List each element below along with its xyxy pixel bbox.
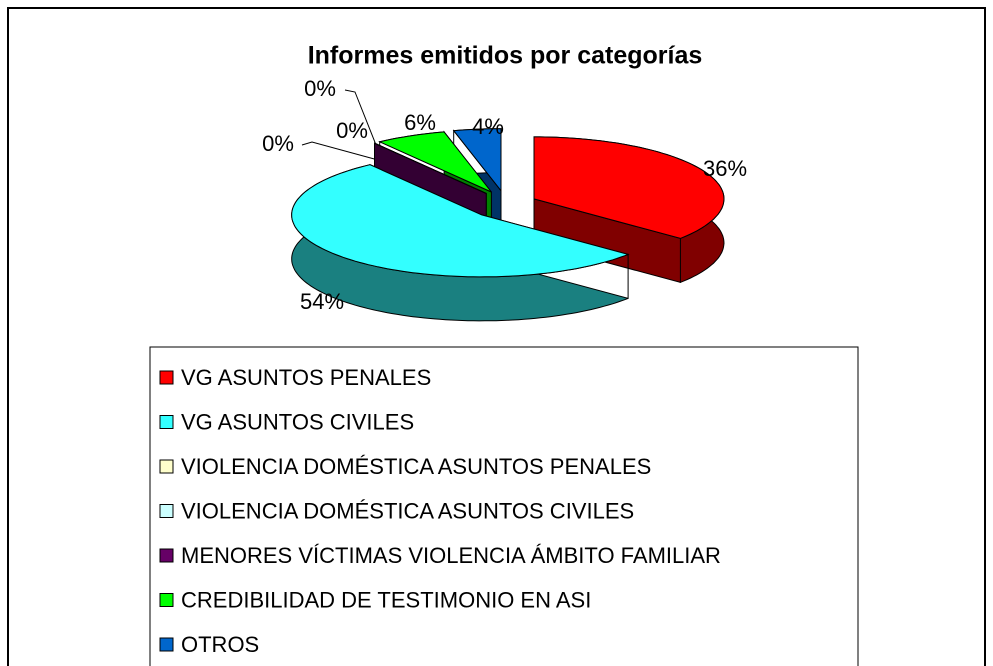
legend-label: VIOLENCIA DOMÉSTICA ASUNTOS CIVILES: [181, 498, 634, 523]
data-label: 0%: [304, 76, 336, 101]
data-label: 54%: [300, 289, 344, 314]
legend-label: MENORES VÍCTIMAS VIOLENCIA ÁMBITO FAMILI…: [181, 543, 721, 568]
legend-label: OTROS: [181, 632, 259, 657]
slice-top: [374, 142, 487, 194]
leader-line: [301, 141, 379, 161]
data-label: 6%: [404, 110, 436, 135]
legend-box: [149, 346, 859, 666]
legend-swatch: [159, 637, 174, 652]
slice-top: [291, 164, 630, 278]
chart-title: Informes emitidos por categorías: [308, 42, 703, 70]
data-label: 0%: [262, 131, 294, 156]
legend-swatch: [159, 504, 174, 518]
data-label: 4%: [472, 114, 504, 139]
legend-swatch: [159, 459, 174, 474]
slice-top: [533, 136, 725, 239]
slice-top: [452, 128, 502, 193]
leader-line: [344, 89, 383, 161]
data-label: 0%: [336, 118, 368, 143]
legend-swatch: [159, 415, 174, 429]
legend-label: VG ASUNTOS PENALES: [181, 365, 431, 390]
legend-swatch: [159, 370, 174, 385]
slice-top: [378, 131, 492, 193]
legend-swatch: [159, 593, 174, 607]
legend-label: VIOLENCIA DOMÉSTICA ASUNTOS PENALES: [181, 454, 651, 479]
legend-label: CREDIBILIDAD DE TESTIMONIO EN ASI: [181, 587, 591, 612]
legend-label: VG ASUNTOS CIVILES: [181, 409, 414, 434]
legend-swatch: [159, 548, 174, 563]
data-label: 36%: [703, 156, 747, 181]
